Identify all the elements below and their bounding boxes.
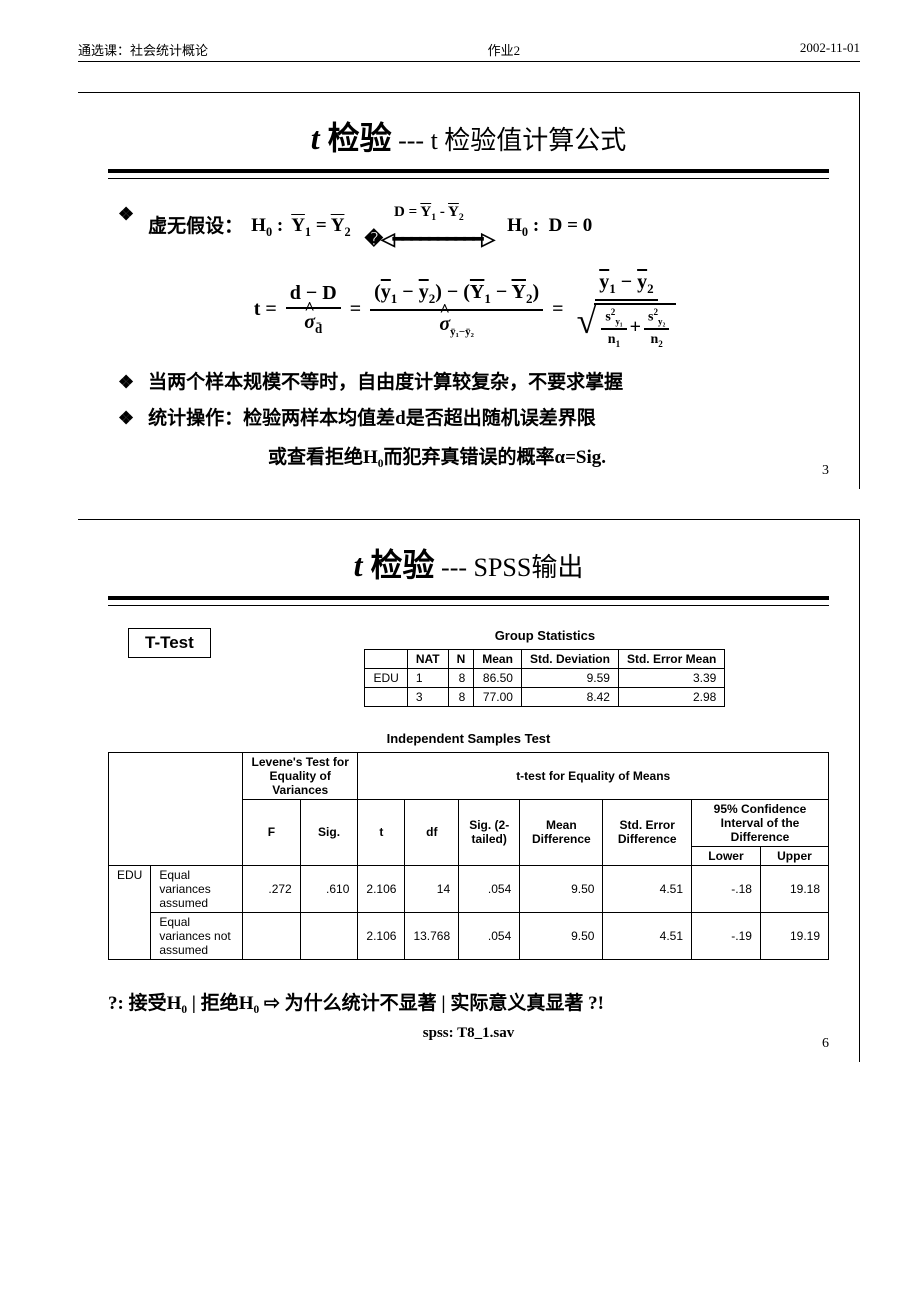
frac2: (y1 − y2) − (Y1 − Y2) σȳ₁−ȳ₂ — [370, 281, 543, 338]
header-left: 通选课：社会统计概论 — [78, 40, 208, 59]
title-t2: t — [354, 547, 363, 583]
t-formula: t = d − D σd̄ = (y1 − y2) − (Y1 − Y2) σȳ… — [108, 271, 829, 349]
title-dash: --- — [398, 126, 430, 155]
ind-test-title: Independent Samples Test — [108, 731, 829, 746]
gs-h3: Mean — [474, 649, 522, 668]
slide-formula: t 检验 --- t 检验值计算公式 ❖ 虚无假设： H0 : Y1 = Y2 … — [78, 92, 860, 489]
ind-row2: Equal variances not assumed 2.106 13.768… — [109, 912, 829, 959]
frac2-num: (y1 − y2) − (Y1 − Y2) — [370, 281, 543, 311]
d-definition: D = Y1 - Y2 — [394, 201, 464, 226]
ind-hdr1: Levene's Test for Equality of Variances … — [109, 752, 829, 799]
h-ci: 95% Confidence Interval of the Differenc… — [692, 799, 829, 846]
blank-hdr — [109, 752, 243, 865]
plus: + — [630, 316, 641, 339]
arrow-icon: �◁━━━━━━━━━━▷ — [365, 226, 494, 253]
gs-h5: Std. Error Mean — [618, 649, 724, 668]
gs-h4: Std. Deviation — [521, 649, 618, 668]
bullet-null-hypothesis: ❖ 虚无假设： H0 : Y1 = Y2 D = Y1 - Y2 �◁━━━━━… — [118, 201, 829, 253]
bullet-icon: ❖ — [118, 405, 134, 432]
bullet-df-note: ❖ 当两个样本规模不等时，自由度计算较复杂，不要求掌握 — [118, 369, 829, 398]
spss-filename: spss: T8_1.sav — [108, 1025, 829, 1042]
title-t: t — [311, 120, 320, 156]
bullet-icon: ❖ — [118, 201, 134, 228]
h-lower: Lower — [692, 846, 761, 865]
eq-var-not-assumed: Equal variances not assumed — [151, 912, 243, 959]
frac1-den: σd̄ — [300, 309, 326, 337]
h-upper: Upper — [760, 846, 828, 865]
slide1-title: t 检验 --- t 检验值计算公式 — [108, 113, 829, 159]
null-label: 虚无假设： — [148, 213, 243, 242]
eq2: = — [552, 298, 563, 321]
h0-expression: 虚无假设： H0 : Y1 = Y2 D = Y1 - Y2 �◁━━━━━━━… — [148, 201, 592, 253]
bullet-icon: ❖ — [118, 369, 134, 396]
bullet-operation: ❖ 统计操作：检验两样本均值差d是否超出随机误差界限 — [118, 405, 829, 434]
eq-var-assumed: Equal variances assumed — [151, 865, 243, 912]
gs-h2: N — [448, 649, 474, 668]
gs-h1: NAT — [407, 649, 448, 668]
bullet3b-text: 或查看拒绝H₀而犯弃真错误的概率α=Sig. — [268, 442, 829, 469]
sy2-over-n2: s2y₂ n2 — [644, 307, 669, 349]
h0-1: H0 : — [251, 212, 283, 241]
gs-row2: 3 8 77.00 8.42 2.98 — [365, 687, 725, 706]
h0-2: H0 : D = 0 — [507, 212, 592, 241]
header-right: 2002-11-01 — [800, 40, 860, 59]
double-rule — [108, 169, 829, 179]
header-center: 作业2 — [488, 40, 521, 59]
h-t: t — [358, 799, 405, 865]
group-stats-table: NAT N Mean Std. Deviation Std. Error Mea… — [364, 649, 725, 707]
h-sig: Sig. — [300, 799, 358, 865]
title-jianyan2: 检验 — [363, 547, 435, 583]
gs-h0 — [365, 649, 407, 668]
frac1: d − D σd̄ — [286, 282, 341, 337]
double-rule2 — [108, 596, 829, 606]
sy1-over-n1: s2y₁ n1 — [601, 307, 626, 349]
title-rest2: SPSS输出 — [474, 553, 584, 582]
eq1: = — [350, 298, 361, 321]
slide2-pagenum: 6 — [822, 1036, 829, 1052]
interpretation-question: ?: 接受H₀ | 拒绝H₀ ⇨ 为什么统计不显著 | 实际意义真显著 ?! — [108, 988, 829, 1015]
h-sig2: Sig. (2-tailed) — [459, 799, 520, 865]
frac3-den: √ s2y₁ n1 + s2y₂ n2 — [573, 301, 681, 349]
independent-samples-table: Levene's Test for Equality of Variances … — [108, 752, 829, 960]
title-dash2: --- — [441, 553, 473, 582]
frac2-den: σȳ₁−ȳ₂ — [435, 311, 478, 338]
bullet3a-text: 统计操作：检验两样本均值差d是否超出随机误差界限 — [148, 405, 596, 434]
title-rest: t 检验值计算公式 — [431, 126, 627, 155]
ttest-hdr: t-test for Equality of Means — [358, 752, 829, 799]
bullet2-text: 当两个样本规模不等时，自由度计算较复杂，不要求掌握 — [148, 369, 623, 398]
gs-header-row: NAT N Mean Std. Deviation Std. Error Mea… — [365, 649, 725, 668]
ind-row1: EDU Equal variances assumed .272 .610 2.… — [109, 865, 829, 912]
slide-spss: t 检验 --- SPSS输出 T-Test Group Statistics … — [78, 519, 860, 1062]
edu-label: EDU — [109, 865, 151, 959]
h-df: df — [405, 799, 459, 865]
slide1-pagenum: 3 — [822, 463, 829, 479]
page-header: 通选课：社会统计概论 作业2 2002-11-01 — [78, 40, 860, 62]
group-stats-row: T-Test Group Statistics NAT N Mean Std. … — [108, 628, 829, 707]
y1bar: Y1 = Y2 — [291, 212, 350, 241]
ttest-box: T-Test — [128, 628, 211, 658]
double-arrow: D = Y1 - Y2 �◁━━━━━━━━━━▷ — [365, 201, 494, 253]
group-stats: Group Statistics NAT N Mean Std. Deviati… — [261, 628, 829, 707]
slide2-title: t 检验 --- SPSS输出 — [108, 540, 829, 586]
title-jianyan: 检验 — [320, 120, 392, 156]
group-stats-title: Group Statistics — [261, 628, 829, 643]
h-f: F — [243, 799, 301, 865]
frac3: y1 − y2 √ s2y₁ n1 + s2y₂ n2 — [573, 271, 681, 349]
h-sediff: Std. Error Difference — [603, 799, 692, 865]
levene-hdr: Levene's Test for Equality of Variances — [243, 752, 358, 799]
t-eq: t = — [254, 298, 277, 321]
frac3-num: y1 − y2 — [595, 271, 657, 301]
h-meandiff: Mean Difference — [520, 799, 603, 865]
gs-row1: EDU 1 8 86.50 9.59 3.39 — [365, 668, 725, 687]
